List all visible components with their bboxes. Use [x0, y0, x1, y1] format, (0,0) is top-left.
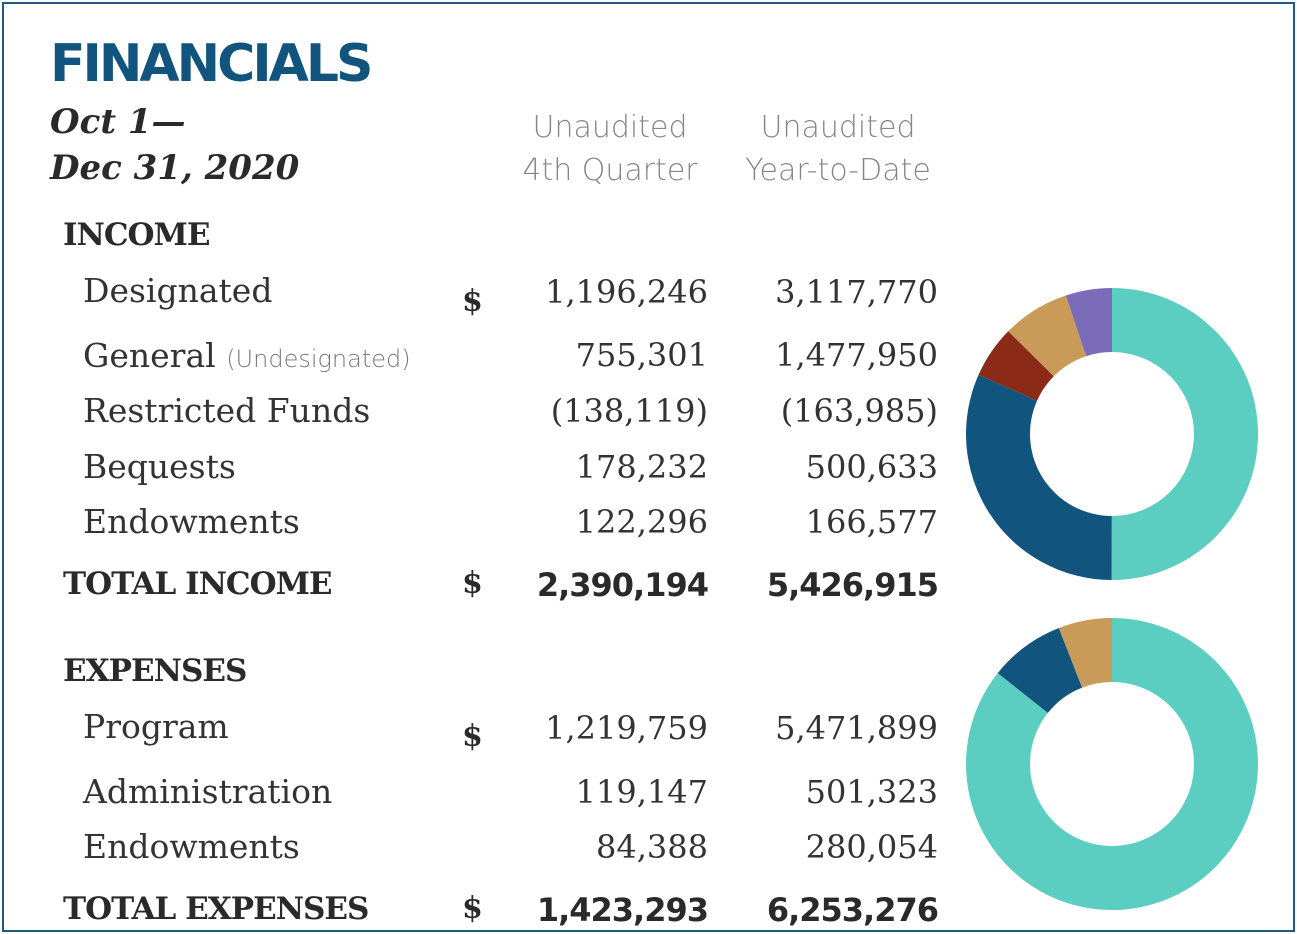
income-row-note: (Undesignated): [226, 345, 411, 373]
col-quarter-heading-2: 4th Quarter: [522, 153, 698, 188]
income-slice-bequests: [1008, 295, 1087, 377]
income-ytd-value: 1,477,950: [775, 336, 938, 374]
income-slice-general: [966, 374, 1112, 580]
income-slice-designated: [1111, 288, 1259, 580]
expense-row-label: Administration: [83, 772, 333, 811]
expense-row-label: Endowments: [83, 827, 300, 866]
income-quarter-value: 122,296: [575, 503, 708, 541]
expenses-slice-endowments: [1058, 618, 1112, 688]
expense-quarter-value: 84,388: [596, 828, 708, 866]
income-ytd-value: (163,985): [780, 392, 938, 430]
total-income-label: TOTAL INCOME: [63, 566, 333, 602]
income-donut-chart: [966, 288, 1259, 580]
expense-ytd-value: 280,054: [805, 828, 938, 866]
total-expenses-ytd: 6,253,276: [766, 891, 939, 929]
income-row-label: Designated: [83, 271, 273, 310]
expense-ytd-value: 5,471,899: [775, 709, 938, 747]
period-end: Dec 31, 2020: [50, 148, 300, 188]
currency-symbol: $: [462, 566, 483, 601]
total-expenses-quarter: 1,423,293: [536, 891, 709, 929]
expenses-donut-chart: [966, 618, 1258, 910]
expense-quarter-value: 1,219,759: [545, 709, 708, 747]
col-ytd-heading-1: Unaudited: [760, 110, 916, 145]
income-quarter-value: (138,119): [550, 392, 708, 430]
income-ytd-value: 166,577: [805, 503, 938, 541]
expenses-heading: EXPENSES: [63, 653, 247, 689]
currency-symbol: $: [462, 284, 483, 319]
income-row-label: Restricted Funds: [83, 391, 371, 430]
total-income-ytd: 5,426,915: [766, 566, 939, 604]
page-title: FINANCIALS: [50, 34, 373, 94]
total-expenses-label: TOTAL EXPENSES: [63, 891, 369, 927]
income-quarter-value: 1,196,246: [545, 273, 708, 311]
col-quarter-heading-1: Unaudited: [532, 110, 688, 145]
period-start: Oct 1—: [50, 102, 186, 142]
income-row-label: Bequests: [83, 447, 236, 486]
expense-quarter-value: 119,147: [575, 773, 708, 811]
expense-row-label: Program: [83, 707, 229, 746]
currency-symbol: $: [462, 719, 483, 754]
income-row-label: Endowments: [83, 502, 300, 541]
expenses-slice-administration: [997, 628, 1083, 713]
income-row-label: General (Undesignated): [83, 339, 411, 372]
income-quarter-value: 178,232: [575, 448, 708, 486]
total-income-quarter: 2,390,194: [536, 566, 709, 604]
income-quarter-value: 755,301: [575, 336, 708, 374]
col-ytd-heading-2: Year-to-Date: [745, 153, 931, 188]
income-heading: INCOME: [63, 217, 210, 253]
expense-ytd-value: 501,323: [805, 773, 938, 811]
currency-symbol: $: [462, 891, 483, 926]
income-row-label-text: General: [83, 336, 216, 375]
income-ytd-value: 500,633: [805, 448, 938, 486]
expenses-slice-program: [966, 618, 1258, 910]
income-ytd-value: 3,117,770: [775, 273, 938, 311]
income-slice-restricted-funds: [978, 331, 1054, 401]
income-slice-endowments: [1065, 288, 1112, 357]
